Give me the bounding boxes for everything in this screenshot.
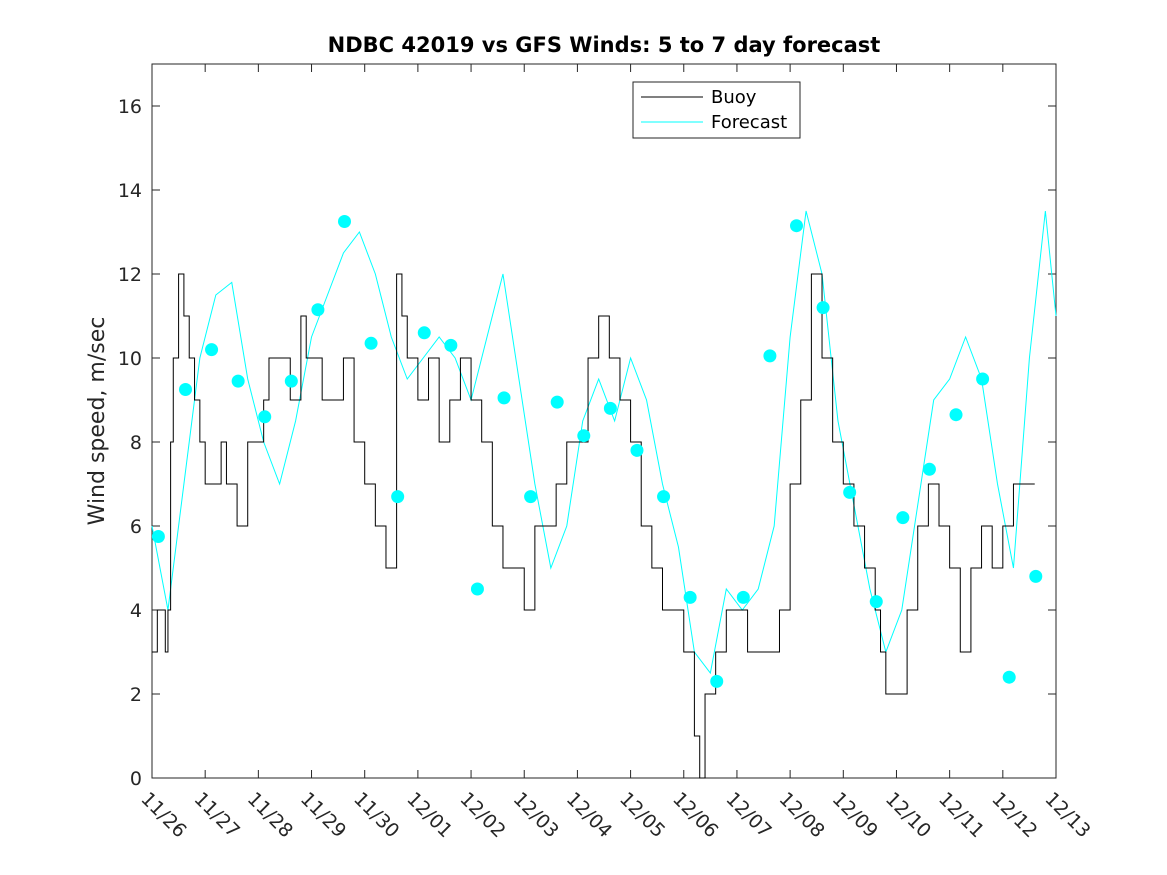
forecast-point (843, 485, 857, 499)
forecast-point (337, 215, 351, 228)
forecast-point (391, 490, 405, 504)
forecast-point (470, 582, 484, 596)
forecast-point (231, 374, 245, 388)
legend-box (632, 81, 801, 139)
forecast-point (1002, 670, 1016, 684)
chart-title: NDBC 42019 vs GFS Winds: 5 to 7 day fore… (328, 33, 881, 57)
forecast-point (710, 674, 724, 688)
forecast-point (949, 408, 963, 422)
forecast-point (683, 590, 697, 604)
y-tick-label: 8 (130, 432, 142, 454)
y-tick-label: 12 (118, 264, 142, 286)
legend: Buoy Forecast (632, 81, 801, 139)
forecast-point (603, 401, 617, 415)
forecast-point (657, 490, 671, 504)
forecast-point (763, 349, 777, 363)
y-tick-label: 2 (130, 684, 142, 706)
y-axis-label: Wind speed, m/sec (85, 317, 110, 526)
y-axis: 0 2 4 6 8 10 12 14 16 (118, 96, 1056, 790)
forecast-point (896, 511, 910, 525)
forecast-point (976, 372, 990, 386)
forecast-point (444, 338, 458, 352)
forecast-point (524, 490, 538, 504)
forecast-point (816, 301, 830, 315)
buoy-series (152, 273, 1035, 779)
forecast-lines (151, 210, 1057, 675)
y-tick-label: 4 (130, 600, 142, 622)
y-tick-label: 16 (118, 96, 142, 118)
legend-buoy-label: Buoy (711, 87, 757, 108)
y-tick-label: 0 (130, 768, 142, 790)
forecast-point (364, 336, 378, 350)
forecast-point (630, 443, 644, 457)
y-tick-label: 14 (118, 180, 142, 202)
forecast-point (417, 326, 431, 340)
forecast-line (151, 210, 1057, 675)
forecast-points (151, 215, 1043, 688)
forecast-point (550, 395, 564, 409)
y-tick-label: 10 (118, 348, 142, 370)
forecast-point (151, 530, 165, 543)
legend-forecast-label: Forecast (711, 112, 787, 133)
forecast-point (258, 410, 272, 424)
forecast-point (311, 303, 325, 317)
forecast-point (789, 219, 803, 233)
forecast-point (179, 383, 193, 396)
forecast-point (497, 391, 511, 405)
forecast-point (577, 429, 591, 443)
forecast-point (922, 462, 936, 476)
y-tick-label: 6 (130, 516, 142, 538)
forecast-point (736, 590, 750, 604)
forecast-point (284, 374, 298, 388)
forecast-point (1029, 569, 1043, 583)
plot-area (151, 63, 1057, 779)
forecast-point (205, 343, 219, 357)
buoy-line (152, 273, 1035, 779)
forecast-point (869, 595, 883, 609)
